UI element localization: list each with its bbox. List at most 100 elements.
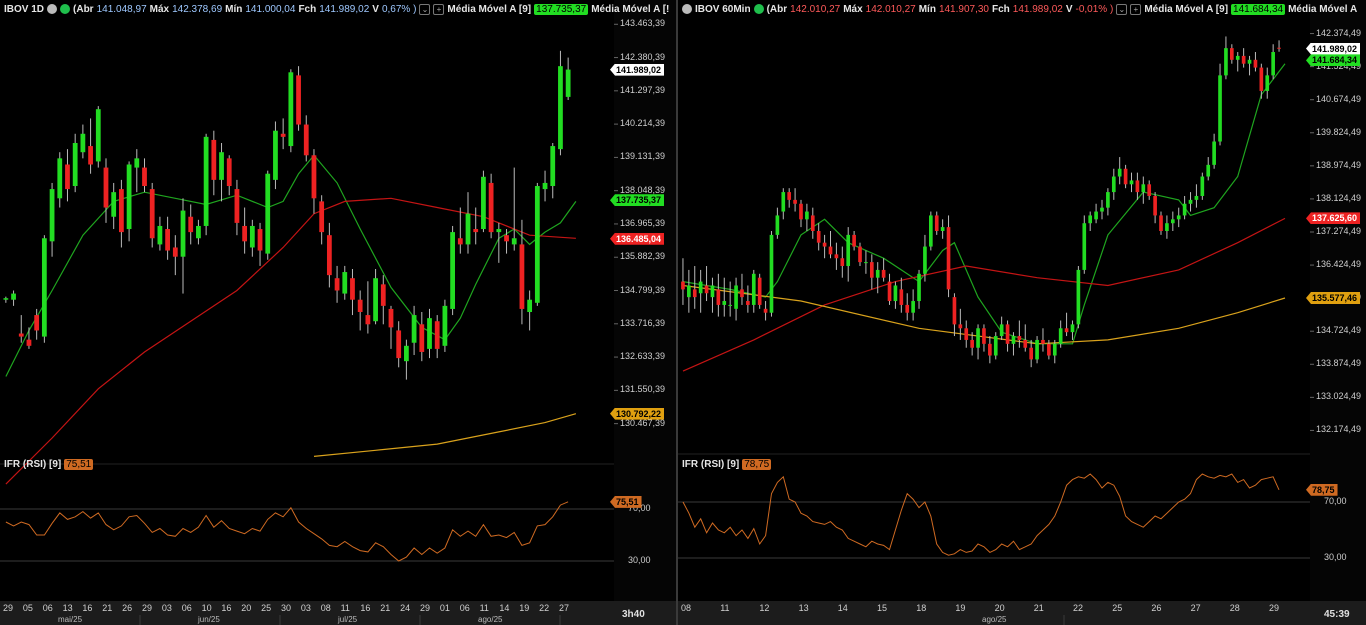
candle-body [1064,328,1069,333]
candle-body [864,262,868,264]
candle-body [999,324,1004,337]
candle-body [1135,180,1140,193]
candle-body [952,297,957,325]
candle-body [419,324,425,352]
candle-body [380,284,386,306]
candle-body [1265,75,1270,91]
candle-body [769,234,774,313]
candle-body [296,75,301,125]
y-tick-label: 130.467,39 [620,417,666,428]
x-tick-label: 24 [400,603,411,613]
candle-body [905,304,910,313]
candle-body [946,227,951,290]
x-tick-label: 11 [479,603,489,613]
candle-body [958,324,963,329]
right-chart-panel[interactable]: IBOV 60Min (Abr 142.010,27 Máx 142.010,2… [678,0,1366,625]
rsi-level-label: 30,00 [628,555,651,565]
x-tick-label: 29 [142,603,153,613]
candle-body [757,277,762,305]
add-indicator-icon[interactable]: + [433,3,445,15]
candle-body [3,298,9,300]
candle-body [1200,176,1205,196]
candle-body [1218,75,1222,142]
candle-body [196,225,201,239]
candle-body [852,234,856,247]
x-tick-label: 06 [459,603,470,613]
settings-icon[interactable] [682,4,692,14]
x-tick-label: 19 [519,603,530,613]
x-tick-label: 20 [994,603,1005,613]
candle-body [134,158,140,168]
collapse-icon[interactable]: ⌄ [419,3,431,15]
candle-body [211,139,217,180]
candle-body [319,201,325,233]
y-tick-label: 133.874,49 [1316,358,1362,369]
candle-body [822,242,827,247]
y-tick-label: 136.424,49 [1316,259,1362,270]
candle-body [534,186,540,303]
candle-body [1047,343,1051,356]
candle-body [763,308,768,313]
y-tick-label: 139.824,49 [1316,126,1362,137]
candle-body [816,231,821,243]
x-tick-label: 14 [837,603,848,613]
price-flag: 141.989,02 [610,63,665,76]
x-tick-label: 26 [122,603,133,613]
candle-body [846,234,851,267]
x-tick-label: 21 [1033,603,1044,613]
candle-body [970,339,974,348]
candle-body [350,278,355,300]
candle-body [1247,59,1252,64]
candle-body [740,289,744,298]
x-tick-label: 11 [340,603,350,613]
candle-body [917,273,921,302]
candle-body [72,142,78,187]
candle-body [504,235,509,242]
candle-body [1277,47,1281,49]
y-tick-label: 143.463,39 [620,18,666,29]
candle-body [1035,339,1039,360]
panel-divider[interactable] [676,0,678,625]
candle-body [165,229,170,251]
add-indicator-icon[interactable]: + [1130,3,1142,15]
candle-body [1017,336,1022,340]
candle-body [1029,347,1033,360]
candle-body [311,155,317,199]
candle-body [1271,52,1275,76]
candle-body [288,72,294,147]
x-tick-label: 20 [241,603,252,613]
candle-body [373,278,378,322]
y-tick-label: 139.131,39 [620,151,666,162]
candle-body [1058,328,1063,344]
rsi-level-label: 70,00 [1324,496,1347,506]
right-chart-svg[interactable] [678,0,1366,625]
rsi-line [682,473,1280,556]
y-tick-label: 134.724,49 [1316,325,1362,336]
candle-body [681,281,685,290]
right-ma1-value: 141.684,34 [1231,3,1286,15]
x-tick-label: 29 [3,603,14,613]
candle-body [1188,199,1193,204]
candle-body [1259,67,1264,91]
x-tick-label: 06 [42,603,53,613]
left-chart-svg[interactable] [0,0,676,625]
settings-icon[interactable] [47,4,58,14]
left-chart-panel[interactable]: IBOV 1D (Abr 141.048,97 Máx 142.378,69 M… [0,0,676,625]
candle-body [511,238,517,245]
y-tick-label: 141.297,39 [620,84,666,95]
candle-body [1141,184,1146,193]
moving-average-line-1 [5,197,576,485]
candle-body [722,301,727,305]
candle-body [799,203,803,220]
x-tick-label: 14 [499,603,510,613]
x-tick-label: 10 [201,603,212,613]
candle-body [203,136,209,226]
candle-body [1041,339,1045,344]
candle-body [34,315,40,331]
moving-average-line-0 [5,154,577,377]
collapse-icon[interactable]: ⌄ [1116,3,1128,15]
candle-body [558,66,563,150]
candle-body [1129,180,1134,185]
candle-body [793,199,797,204]
candle-body [411,315,417,343]
